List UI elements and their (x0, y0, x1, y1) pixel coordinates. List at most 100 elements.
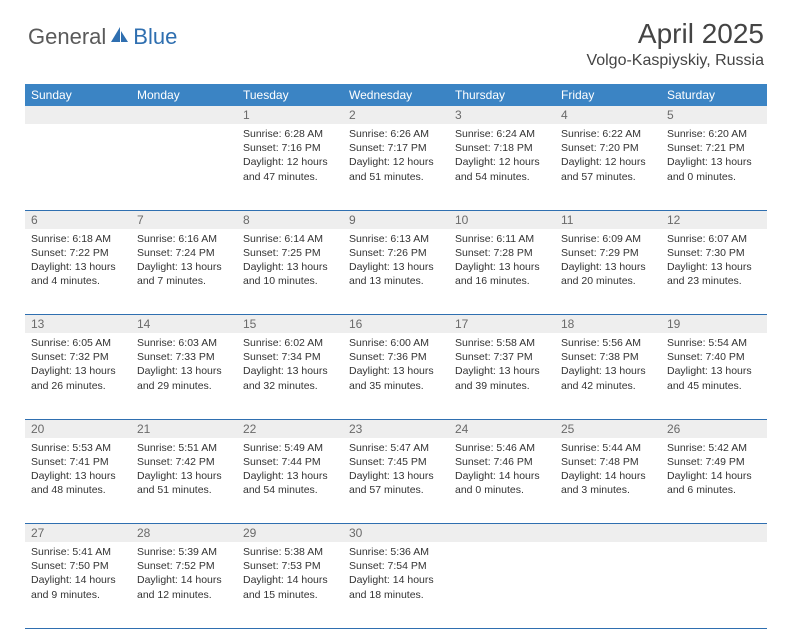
day-number: 8 (237, 210, 343, 229)
day-number: 14 (131, 315, 237, 334)
calendar-cell: Sunrise: 6:26 AMSunset: 7:17 PMDaylight:… (343, 124, 449, 210)
day-number: 28 (131, 524, 237, 543)
calendar-cell: Sunrise: 6:16 AMSunset: 7:24 PMDaylight:… (131, 229, 237, 315)
cell-body: Sunrise: 5:38 AMSunset: 7:53 PMDaylight:… (237, 542, 343, 606)
day-number: 16 (343, 315, 449, 334)
cell-body: Sunrise: 5:54 AMSunset: 7:40 PMDaylight:… (661, 333, 767, 397)
cell-body: Sunrise: 6:22 AMSunset: 7:20 PMDaylight:… (555, 124, 661, 188)
calendar-cell: Sunrise: 6:28 AMSunset: 7:16 PMDaylight:… (237, 124, 343, 210)
calendar-cell: Sunrise: 6:24 AMSunset: 7:18 PMDaylight:… (449, 124, 555, 210)
day-number (25, 106, 131, 124)
calendar-cell: Sunrise: 6:02 AMSunset: 7:34 PMDaylight:… (237, 333, 343, 419)
cell-body: Sunrise: 6:11 AMSunset: 7:28 PMDaylight:… (449, 229, 555, 293)
calendar-row: Sunrise: 5:41 AMSunset: 7:50 PMDaylight:… (25, 542, 767, 628)
day-number: 6 (25, 210, 131, 229)
cell-body: Sunrise: 5:47 AMSunset: 7:45 PMDaylight:… (343, 438, 449, 502)
calendar-cell: Sunrise: 6:03 AMSunset: 7:33 PMDaylight:… (131, 333, 237, 419)
calendar-cell: Sunrise: 5:44 AMSunset: 7:48 PMDaylight:… (555, 438, 661, 524)
day-number: 22 (237, 419, 343, 438)
weekday-header: Wednesday (343, 84, 449, 106)
day-number (661, 524, 767, 543)
cell-body: Sunrise: 6:16 AMSunset: 7:24 PMDaylight:… (131, 229, 237, 293)
day-number: 29 (237, 524, 343, 543)
day-number: 27 (25, 524, 131, 543)
cell-body: Sunrise: 5:36 AMSunset: 7:54 PMDaylight:… (343, 542, 449, 606)
cell-body: Sunrise: 6:03 AMSunset: 7:33 PMDaylight:… (131, 333, 237, 397)
weekday-header: Sunday (25, 84, 131, 106)
day-number: 20 (25, 419, 131, 438)
calendar-cell: Sunrise: 5:36 AMSunset: 7:54 PMDaylight:… (343, 542, 449, 628)
calendar-cell: Sunrise: 5:58 AMSunset: 7:37 PMDaylight:… (449, 333, 555, 419)
day-number: 19 (661, 315, 767, 334)
location: Volgo-Kaspiyskiy, Russia (586, 52, 764, 70)
calendar-cell: Sunrise: 5:42 AMSunset: 7:49 PMDaylight:… (661, 438, 767, 524)
weekday-header: Thursday (449, 84, 555, 106)
cell-body: Sunrise: 5:44 AMSunset: 7:48 PMDaylight:… (555, 438, 661, 502)
cell-body: Sunrise: 6:02 AMSunset: 7:34 PMDaylight:… (237, 333, 343, 397)
calendar-cell: Sunrise: 5:51 AMSunset: 7:42 PMDaylight:… (131, 438, 237, 524)
daynum-row: 6789101112 (25, 210, 767, 229)
daynum-row: 13141516171819 (25, 315, 767, 334)
day-number: 17 (449, 315, 555, 334)
calendar-table: Sunday Monday Tuesday Wednesday Thursday… (25, 84, 767, 629)
day-number: 4 (555, 106, 661, 124)
weekday-header: Friday (555, 84, 661, 106)
calendar-cell: Sunrise: 6:00 AMSunset: 7:36 PMDaylight:… (343, 333, 449, 419)
calendar-cell: Sunrise: 6:09 AMSunset: 7:29 PMDaylight:… (555, 229, 661, 315)
calendar-cell: Sunrise: 6:05 AMSunset: 7:32 PMDaylight:… (25, 333, 131, 419)
calendar-body: 12345Sunrise: 6:28 AMSunset: 7:16 PMDayl… (25, 106, 767, 628)
day-number: 12 (661, 210, 767, 229)
day-number (555, 524, 661, 543)
cell-body: Sunrise: 5:53 AMSunset: 7:41 PMDaylight:… (25, 438, 131, 502)
calendar-cell: Sunrise: 6:11 AMSunset: 7:28 PMDaylight:… (449, 229, 555, 315)
calendar-cell (131, 124, 237, 210)
calendar-cell: Sunrise: 6:18 AMSunset: 7:22 PMDaylight:… (25, 229, 131, 315)
calendar-cell: Sunrise: 6:14 AMSunset: 7:25 PMDaylight:… (237, 229, 343, 315)
brand-part2: Blue (133, 24, 177, 50)
cell-body: Sunrise: 5:58 AMSunset: 7:37 PMDaylight:… (449, 333, 555, 397)
calendar-cell: Sunrise: 5:54 AMSunset: 7:40 PMDaylight:… (661, 333, 767, 419)
cell-body: Sunrise: 5:51 AMSunset: 7:42 PMDaylight:… (131, 438, 237, 502)
cell-body: Sunrise: 5:49 AMSunset: 7:44 PMDaylight:… (237, 438, 343, 502)
weekday-header: Monday (131, 84, 237, 106)
cell-body: Sunrise: 5:42 AMSunset: 7:49 PMDaylight:… (661, 438, 767, 502)
day-number: 23 (343, 419, 449, 438)
cell-body: Sunrise: 6:07 AMSunset: 7:30 PMDaylight:… (661, 229, 767, 293)
day-number: 5 (661, 106, 767, 124)
brand-logo: General Blue (28, 24, 177, 50)
day-number: 1 (237, 106, 343, 124)
weekday-header: Tuesday (237, 84, 343, 106)
day-number (131, 106, 237, 124)
day-number: 26 (661, 419, 767, 438)
calendar-cell (449, 542, 555, 628)
day-number: 24 (449, 419, 555, 438)
day-number: 21 (131, 419, 237, 438)
calendar-row: Sunrise: 6:28 AMSunset: 7:16 PMDaylight:… (25, 124, 767, 210)
cell-body: Sunrise: 6:18 AMSunset: 7:22 PMDaylight:… (25, 229, 131, 293)
day-number: 15 (237, 315, 343, 334)
calendar-cell: Sunrise: 6:07 AMSunset: 7:30 PMDaylight:… (661, 229, 767, 315)
calendar-cell: Sunrise: 5:56 AMSunset: 7:38 PMDaylight:… (555, 333, 661, 419)
day-number: 2 (343, 106, 449, 124)
day-number: 30 (343, 524, 449, 543)
calendar-cell: Sunrise: 5:46 AMSunset: 7:46 PMDaylight:… (449, 438, 555, 524)
calendar-cell: Sunrise: 5:49 AMSunset: 7:44 PMDaylight:… (237, 438, 343, 524)
daynum-row: 12345 (25, 106, 767, 124)
weekday-header: Saturday (661, 84, 767, 106)
calendar-cell: Sunrise: 5:38 AMSunset: 7:53 PMDaylight:… (237, 542, 343, 628)
cell-body: Sunrise: 6:09 AMSunset: 7:29 PMDaylight:… (555, 229, 661, 293)
calendar-cell: Sunrise: 6:22 AMSunset: 7:20 PMDaylight:… (555, 124, 661, 210)
cell-body: Sunrise: 5:56 AMSunset: 7:38 PMDaylight:… (555, 333, 661, 397)
cell-body: Sunrise: 6:14 AMSunset: 7:25 PMDaylight:… (237, 229, 343, 293)
day-number: 9 (343, 210, 449, 229)
calendar-cell (555, 542, 661, 628)
header: General Blue April 2025 Volgo-Kaspiyskiy… (0, 0, 792, 78)
day-number: 10 (449, 210, 555, 229)
calendar-cell (25, 124, 131, 210)
day-number: 11 (555, 210, 661, 229)
daynum-row: 20212223242526 (25, 419, 767, 438)
cell-body: Sunrise: 6:05 AMSunset: 7:32 PMDaylight:… (25, 333, 131, 397)
cell-body: Sunrise: 6:28 AMSunset: 7:16 PMDaylight:… (237, 124, 343, 188)
cell-body: Sunrise: 6:24 AMSunset: 7:18 PMDaylight:… (449, 124, 555, 188)
daynum-row: 27282930 (25, 524, 767, 543)
